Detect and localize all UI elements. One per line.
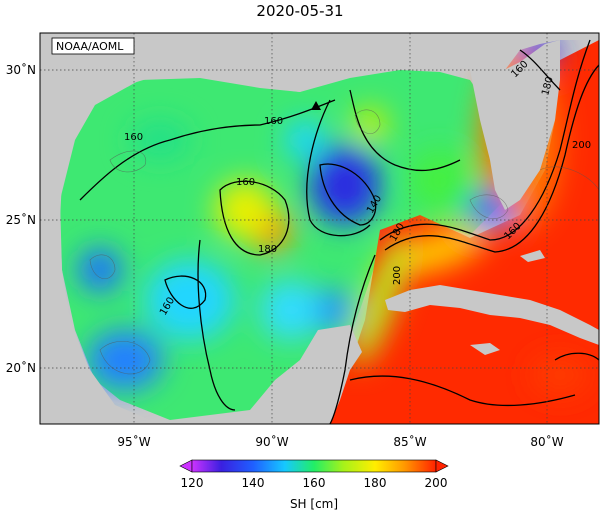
triangle-marker-icon [311,101,321,110]
colorbar-tick: 160 [303,476,326,490]
contours [79,39,599,424]
colorbar: 120 140 160 180 200 SH [cm] [179,459,449,511]
contour-label: 160 [236,177,255,188]
land [40,33,599,424]
colorbar-tick: 140 [242,476,265,490]
colorbar-max-arrow [435,459,449,473]
y-tick-label: 20˚N [6,360,36,375]
contour-label: 160 [124,132,143,143]
x-tick-label: 95˚W [117,434,150,449]
colorbar-tick: 120 [181,476,204,490]
contour-label: 180 [258,244,277,255]
contour-label: 200 [392,266,403,285]
map-area: 160 160 160 160 160 160 180 180 180 140 … [40,33,599,424]
x-tick-label: 80˚W [530,434,563,449]
colorbar-tick: 180 [364,476,387,490]
contour-label: 180 [540,75,556,96]
colorbar-min-arrow [179,459,193,473]
gridlines [40,33,599,424]
contour-label: 200 [572,140,591,151]
y-tick-label: 30˚N [6,62,36,77]
map-title: 2020-05-31 [256,2,344,20]
colorbar-tick: 200 [425,476,448,490]
colorbar-gradient [191,459,437,473]
x-axis: 95˚W 90˚W 85˚W 80˚W [117,434,563,449]
contour-label: 160 [264,116,283,127]
colorbar-label: SH [cm] [290,497,338,511]
credit-box [51,37,135,55]
credit-label: NOAA/AOML [56,40,124,53]
x-tick-label: 85˚W [393,434,426,449]
y-tick-label: 25˚N [6,212,36,227]
map-frame [39,32,600,425]
y-axis: 30˚N 25˚N 20˚N [6,62,36,375]
x-tick-label: 90˚W [255,434,288,449]
